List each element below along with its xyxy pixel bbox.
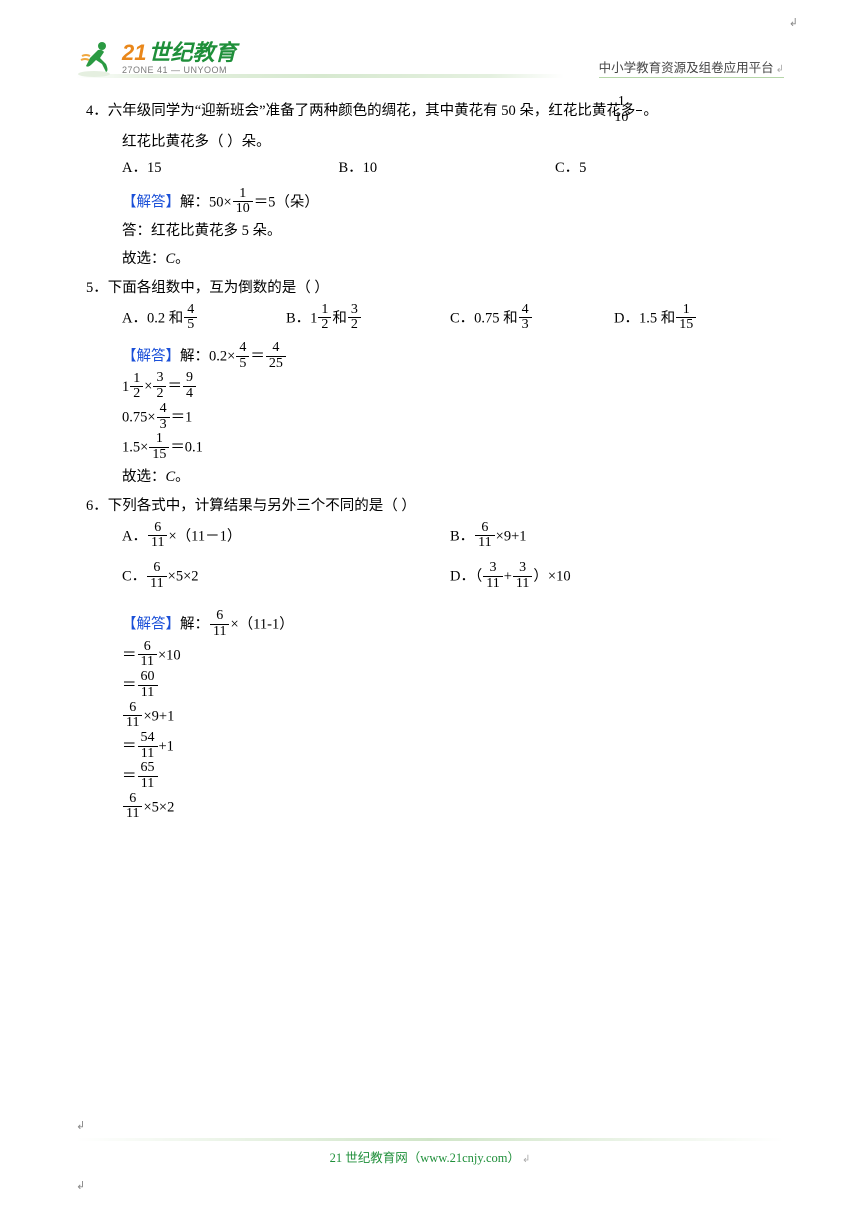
q4-text: 4．六年级同学为“迎新班会”准备了两种颜色的绸花，其中黄花有 50 朵，红花比黄… xyxy=(86,96,778,127)
q6-line3: ＝6011 xyxy=(86,671,778,701)
q5-optB: B．112和32 xyxy=(286,304,450,334)
q4-optC: C．5 xyxy=(555,157,771,179)
q4-final: 故选：C。 xyxy=(86,246,778,274)
q4-optB: B．10 xyxy=(338,157,554,179)
q5-options: A．0.2 和45 B．112和32 C．0.75 和43 D．1.5 和115 xyxy=(86,304,778,334)
q6-optB: B．611×9+1 xyxy=(450,522,778,552)
q6-line7: 611×5×2 xyxy=(86,793,778,823)
q6-optD: D．（311+311）×10 xyxy=(450,562,778,592)
footer-line xyxy=(76,1138,784,1141)
q6-text: 6．下列各式中，计算结果与另外三个不同的是（ ） xyxy=(86,491,778,521)
q5-sol4: 1.5×115＝0.1 xyxy=(86,433,778,463)
q4-options: A．15 B．10 C．5 xyxy=(86,157,778,179)
return-mark-3: ↲ xyxy=(76,1179,85,1192)
runner-icon xyxy=(76,38,116,78)
q5-optA: A．0.2 和45 xyxy=(122,304,286,334)
header-underline xyxy=(76,74,564,78)
logo: 21 世纪教育 27ONE 41 — UNYOOM xyxy=(76,38,237,78)
q6-sol1: 【解答】解：611×（11-1） xyxy=(86,610,778,640)
q5-optD: D．1.5 和115 xyxy=(614,304,778,334)
q5-sol1: 【解答】解：0.2×45＝425 xyxy=(86,342,778,372)
q5-sol2: 112×32＝94 xyxy=(86,372,778,402)
content: 4．六年级同学为“迎新班会”准备了两种颜色的绸花，其中黄花有 50 朵，红花比黄… xyxy=(76,96,784,823)
q4-optA: A．15 xyxy=(122,157,338,179)
q6-line6: ＝6511 xyxy=(86,762,778,792)
page-header: 21 世纪教育 27ONE 41 — UNYOOM 中小学教育资源及组卷应用平台… xyxy=(76,24,784,78)
q5-final: 故选：C。 xyxy=(86,464,778,492)
q6-line2: ＝611×10 xyxy=(86,641,778,671)
page-footer: 21 世纪教育网（www.21cnjy.com）↲ xyxy=(0,1138,860,1166)
q5-optC: C．0.75 和43 xyxy=(450,304,614,334)
q6-line4: 611×9+1 xyxy=(86,702,778,732)
q4-sub: 红花比黄花多（ ）朵。 xyxy=(86,127,778,157)
logo-cn: 世纪教育 xyxy=(148,42,236,64)
q5-sol3: 0.75×43＝1 xyxy=(86,403,778,433)
header-title: 中小学教育资源及组卷应用平台↲ xyxy=(599,57,784,78)
q6-options: A．611×（11－1） B．611×9+1 C．611×5×2 D．（311+… xyxy=(86,522,778,603)
q6-line5: ＝5411+1 xyxy=(86,732,778,762)
q4-solution: 【解答】解：50×110＝5（朵） xyxy=(86,188,778,218)
return-mark-2: ↲ xyxy=(76,1119,85,1132)
q4-answer: 答：红花比黄花多 5 朵。 xyxy=(86,218,778,246)
q6-optA: A．611×（11－1） xyxy=(122,522,450,552)
logo-21: 21 xyxy=(122,42,146,64)
q5-text: 5．下面各组数中，互为倒数的是（ ） xyxy=(86,273,778,303)
q6-optC: C．611×5×2 xyxy=(122,562,450,592)
return-mark: ↲ xyxy=(789,16,798,29)
